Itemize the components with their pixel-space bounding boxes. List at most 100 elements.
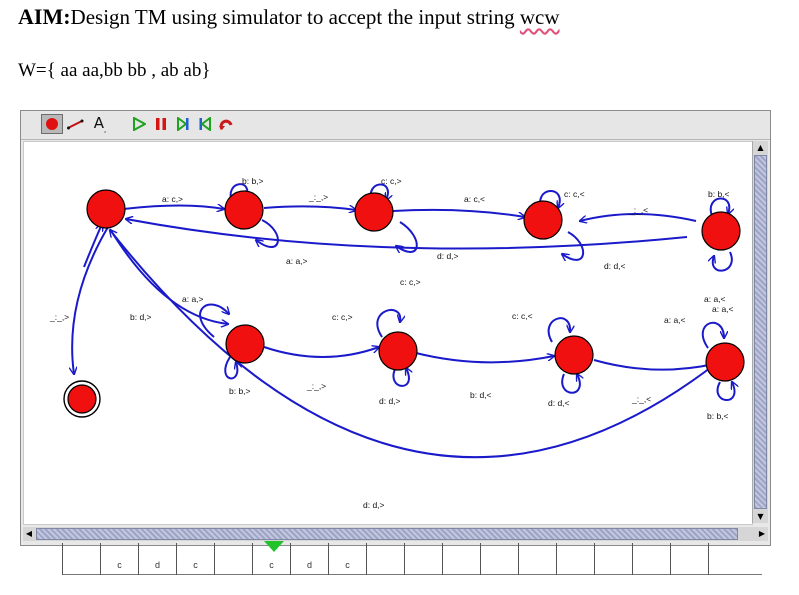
tape-cell[interactable] — [62, 543, 100, 575]
tape-cell[interactable] — [480, 543, 518, 575]
state-accept[interactable] — [67, 384, 97, 414]
state-q3[interactable] — [523, 200, 563, 240]
edge-q5-q6 — [263, 347, 379, 358]
step-button[interactable] — [172, 114, 194, 134]
tape-cell[interactable] — [556, 543, 594, 575]
play-icon — [133, 117, 146, 131]
edge-label: a: a,< — [704, 294, 726, 304]
edge-q0-q1 — [123, 206, 224, 210]
edge-label: d: d,< — [548, 398, 570, 408]
tape-cell[interactable] — [442, 543, 480, 575]
vertical-scrollbar[interactable]: ▲ ▼ — [752, 141, 768, 523]
label-tool-button[interactable]: A, — [89, 114, 111, 134]
loop-q4-bottom — [713, 251, 733, 272]
aim-heading: AIM:Design TM using simulator to accept … — [18, 4, 560, 30]
loop-q4-top — [709, 197, 730, 217]
edge-label: b: d,< — [470, 390, 492, 400]
tape-cell[interactable]: c — [328, 543, 366, 575]
run-button[interactable] — [128, 114, 150, 134]
tape-head-indicator — [264, 541, 284, 552]
edge-label: c: c,< — [512, 311, 533, 321]
edge-q1-q2 — [263, 206, 356, 210]
edge-label: b: b,> — [242, 176, 264, 186]
horizontal-scroll-thumb[interactable] — [36, 528, 738, 540]
state-q6[interactable] — [378, 331, 418, 371]
tape-cell[interactable]: c — [252, 543, 290, 575]
diagram-canvas[interactable]: b: b,> a: c,> _:_,> c: c,> a: c,< c: c,<… — [23, 141, 753, 525]
undo-button[interactable] — [216, 114, 238, 134]
w-set: W={ aa aa,bb bb , ab ab} — [18, 60, 211, 81]
scroll-down-icon[interactable]: ▼ — [757, 512, 764, 521]
scroll-up-icon[interactable]: ▲ — [757, 143, 764, 152]
edge-labels: b: b,> a: c,> _:_,> c: c,> a: c,< c: c,<… — [49, 176, 734, 510]
loop-q8-bottom — [716, 382, 735, 401]
states — [63, 189, 745, 418]
tape: c d c c d c — [0, 541, 799, 581]
tape-cell[interactable] — [518, 543, 556, 575]
tm-state-diagram: b: b,> a: c,> _:_,> c: c,> a: c,< c: c,<… — [49, 176, 745, 510]
scroll-left-icon[interactable]: ◀ — [25, 529, 33, 538]
step-back-button[interactable] — [194, 114, 216, 134]
pause-icon — [156, 118, 166, 130]
state-q5[interactable] — [225, 324, 265, 364]
tape-cell[interactable] — [708, 543, 746, 575]
loop-q7-bottom — [561, 374, 580, 394]
tape-cell[interactable]: d — [290, 543, 328, 575]
loop-q7-top — [547, 317, 570, 343]
edge-q4-q0 — [126, 219, 688, 250]
pause-button[interactable] — [150, 114, 172, 134]
toolbar: A, — [21, 111, 770, 140]
edge-label: _:_,< — [628, 205, 648, 215]
edge-label: _:_,> — [308, 192, 328, 202]
edge-start-in — [83, 224, 102, 268]
state-tool-button[interactable] — [41, 114, 63, 134]
tape-cell[interactable] — [366, 543, 404, 575]
state-q0[interactable] — [86, 189, 126, 229]
loop-q5-top — [199, 303, 229, 338]
state-q8[interactable] — [705, 342, 745, 382]
scroll-right-icon[interactable]: ▶ — [758, 529, 766, 538]
vertical-scroll-thumb[interactable] — [754, 155, 767, 509]
edge-label: d: d,> — [437, 251, 459, 261]
horizontal-scrollbar[interactable]: ◀ ▶ — [23, 527, 768, 541]
tape-cell[interactable]: c — [176, 543, 214, 575]
state-q4[interactable] — [701, 211, 741, 251]
transition-tool-button[interactable] — [65, 114, 87, 134]
edge-label: _:_,> — [49, 312, 69, 322]
edge-label: c: c,> — [381, 176, 402, 186]
state-q1[interactable] — [224, 190, 264, 230]
edge-label: c: c,< — [564, 189, 585, 199]
edge-q8-q0 — [110, 230, 715, 459]
label-a-icon: A, — [93, 114, 107, 134]
tape-cell[interactable]: d — [138, 543, 176, 575]
edge-label: b: b,< — [707, 411, 729, 421]
loop-q8-top — [701, 321, 724, 349]
tape-cell[interactable] — [404, 543, 442, 575]
edge-label: d: d,> — [379, 396, 401, 406]
edge-q0-accept — [72, 226, 109, 374]
tape-cell[interactable] — [632, 543, 670, 575]
edge-q4-q3 — [580, 213, 697, 221]
edge-q6-q7 — [415, 352, 554, 364]
edge-label: a: a,< — [712, 304, 734, 314]
tape-cell[interactable] — [594, 543, 632, 575]
state-q2[interactable] — [354, 192, 394, 232]
state-q7[interactable] — [554, 335, 594, 375]
edge-label: a: a,< — [664, 315, 686, 325]
edge-label: b: b,< — [708, 189, 730, 199]
edge-label: d: d,> — [363, 500, 385, 510]
loop-q2-bottom — [396, 221, 418, 252]
aim-string: wcw — [519, 5, 560, 29]
tape-cell[interactable]: c — [100, 543, 138, 575]
edge-label: _:_,< — [631, 394, 651, 404]
edge-label: b: d,> — [130, 312, 152, 322]
edge-label: a: c,< — [464, 194, 485, 204]
tm-simulator-window: A, — [20, 110, 771, 546]
tape-cell[interactable] — [670, 543, 708, 575]
aim-text: Design TM using simulator to accept the … — [70, 5, 520, 29]
undo-icon — [219, 119, 233, 130]
edge-label: a: a,> — [286, 256, 308, 266]
tape-cell[interactable] — [214, 543, 252, 575]
loop-q6-bottom — [392, 367, 408, 387]
tape-baseline — [62, 574, 762, 575]
